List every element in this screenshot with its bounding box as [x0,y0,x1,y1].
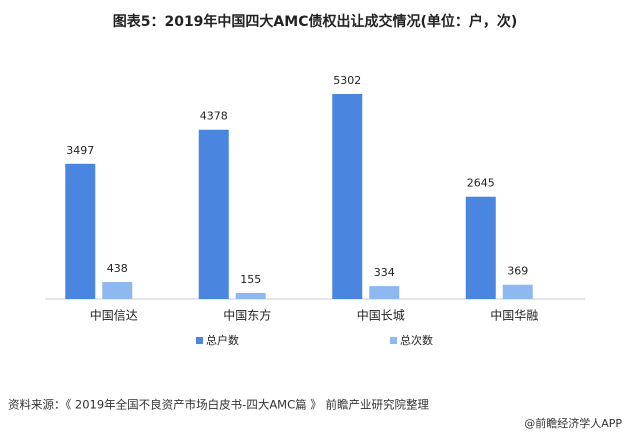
chart-title: 图表5：2019年中国四大AMC债权出让成交情况(单位：户，次) [113,13,518,30]
bar [102,282,133,299]
bar [465,196,496,299]
footer: @前瞻经济学人APP [524,416,622,430]
value-label: 438 [107,262,128,275]
legend-swatch [196,337,203,344]
x-tick-label: 中国信达 [90,308,138,323]
value-label: 334 [374,266,395,279]
value-label: 2645 [467,177,495,190]
x-tick-label: 中国长城 [357,308,405,323]
x-tick-label: 中国东方 [223,308,271,323]
legend-label: 总户数 [206,333,239,347]
legend-label: 总次数 [400,333,433,347]
value-label: 4378 [200,110,228,123]
bar [502,284,533,299]
value-label: 369 [507,265,528,278]
bar [332,94,363,299]
value-label: 155 [240,273,261,286]
value-label: 3497 [66,144,94,157]
bar [235,293,266,299]
bar [198,129,229,299]
value-label: 5302 [333,74,361,87]
source: 资料来源：《 2019年全国不良资产市场白皮书-四大AMC篇 》 前瞻产业研究院… [8,398,429,412]
legend-swatch [390,337,397,344]
bar [369,286,400,299]
x-tick-label: 中国华融 [490,308,538,323]
bar [65,163,96,299]
